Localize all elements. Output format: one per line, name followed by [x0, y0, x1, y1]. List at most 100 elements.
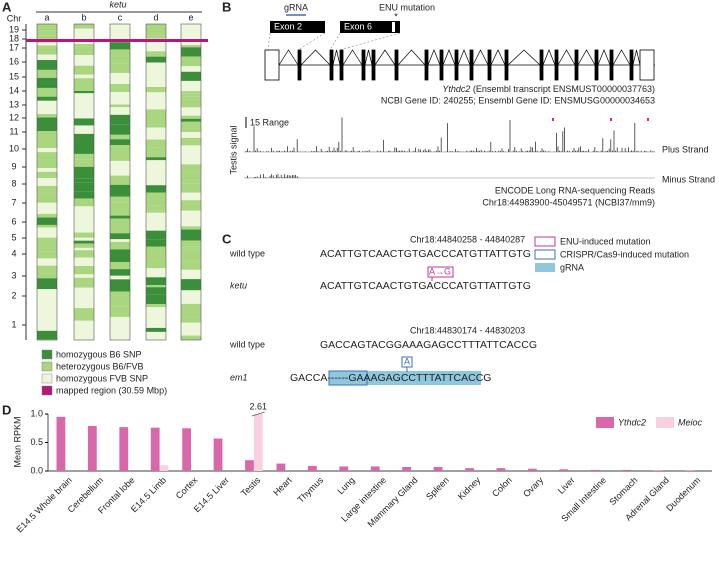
gene-title: Ythdc2 (Ensembl transcript ENSMUST000000… — [442, 84, 655, 94]
haplotype-segment — [181, 125, 201, 129]
legend-swatch — [41, 385, 53, 396]
insertion: A — [404, 356, 410, 366]
haplotype-segment — [181, 96, 201, 100]
column-label: d — [153, 12, 158, 22]
haplotype-segment — [74, 328, 94, 340]
chr-label: 4 — [11, 248, 16, 258]
haplotype-segment — [181, 262, 201, 270]
sequence: GACCA------GAAAGAGCCTTTATTCACCG — [290, 372, 491, 384]
exon — [574, 49, 579, 81]
gene-name: Ythdc2 — [442, 84, 470, 94]
haplotype-segment — [37, 237, 57, 252]
gene-ids: NCBI Gene ID: 240255; Ensembl Gene ID: E… — [381, 95, 655, 105]
signal-peak — [552, 118, 554, 121]
haplotype-segment — [181, 290, 201, 304]
panel-label: B — [222, 0, 231, 14]
bar — [496, 468, 506, 471]
haplotype-segment — [181, 24, 201, 37]
x-tick-label: Liver — [556, 475, 577, 496]
haplotype-segment — [37, 24, 57, 32]
haplotype-segment — [146, 139, 166, 148]
haplotype-segment — [74, 221, 94, 233]
chr-label: 2 — [11, 290, 16, 300]
haplotype-segment — [37, 278, 57, 290]
haplotype-segment — [37, 168, 57, 172]
zoom-line — [339, 32, 401, 51]
haplotype-segment — [74, 308, 94, 321]
haplotype-segment — [181, 115, 201, 119]
haplotype-segment — [110, 202, 130, 216]
legend-swatch — [41, 361, 53, 372]
haplotype-segment — [181, 99, 201, 108]
bar — [339, 466, 349, 471]
haplotype-segment — [146, 327, 166, 332]
exon — [329, 49, 334, 81]
haplotype-segment — [37, 224, 57, 228]
range-label: 15 Range — [250, 117, 289, 127]
haplotype-segment — [110, 91, 130, 105]
haplotype-segment — [74, 74, 94, 79]
chr-label: 16 — [9, 56, 19, 66]
haplotype-segment — [146, 42, 166, 52]
haplotype-segment — [74, 58, 94, 66]
haplotype-segment — [110, 124, 130, 135]
y-tick-label: 1.0 — [30, 408, 43, 418]
intron-chevron — [632, 49, 641, 66]
haplotype-segment — [146, 166, 166, 178]
exon — [469, 49, 474, 81]
exon2-box — [270, 21, 325, 33]
haplotype-segment — [37, 77, 57, 88]
haplotype-segment — [37, 171, 57, 179]
haplotype-segment — [37, 289, 57, 295]
haplotype-segment — [146, 254, 166, 260]
intron-chevron — [427, 49, 441, 66]
haplotype-segment — [181, 183, 201, 193]
haplotype-segment — [146, 35, 166, 39]
haplotype-segment — [146, 157, 166, 161]
haplotype-segment — [37, 42, 57, 46]
column-label: b — [81, 12, 86, 22]
haplotype-segment — [181, 221, 201, 227]
haplotype-segment — [146, 205, 166, 211]
haplotype-segment — [37, 100, 57, 115]
haplotype-segment — [74, 159, 94, 163]
haplotype-segment — [110, 63, 130, 73]
signal-peak — [610, 118, 612, 121]
haplotype-segment — [37, 138, 57, 149]
haplotype-segment — [181, 335, 201, 340]
haplotype-segment — [181, 118, 201, 122]
haplotype-segment — [146, 287, 166, 295]
y-tick-label: 0.0 — [30, 465, 43, 475]
haplotype-segment — [181, 121, 201, 126]
column-outline — [109, 23, 131, 341]
exon — [439, 49, 444, 81]
haplotype-segment — [181, 240, 201, 248]
minus-label: Minus Strand — [662, 174, 715, 184]
x-tick-label: Cortex — [174, 475, 200, 501]
intron-chevron — [490, 49, 506, 66]
haplotype-segment — [110, 218, 130, 227]
y-axis-label: Mean RPKM — [12, 416, 22, 467]
haplotype-segment — [146, 51, 166, 57]
haplotype-segment — [110, 239, 130, 242]
haplotype-segment — [146, 230, 166, 240]
haplotype-segment — [74, 146, 94, 154]
legend-label: homozygous B6 SNP — [56, 349, 142, 359]
exon — [297, 49, 302, 81]
haplotype-segment — [37, 330, 57, 340]
haplotype-segment — [110, 145, 130, 159]
haplotype-segment — [181, 317, 201, 323]
haplotype-segment — [146, 304, 166, 308]
haplotype-segment — [181, 171, 201, 184]
chr-label: 13 — [9, 99, 19, 109]
zoom-line — [329, 32, 341, 51]
bar — [370, 466, 380, 471]
bar — [276, 463, 286, 471]
haplotype-segment — [74, 44, 94, 47]
haplotype-segment — [110, 184, 130, 197]
haplotype-segment — [146, 259, 166, 269]
enu-box — [427, 266, 454, 278]
haplotype-segment — [110, 196, 130, 203]
coords: Chr18:44840258 - 44840287 — [410, 234, 525, 244]
